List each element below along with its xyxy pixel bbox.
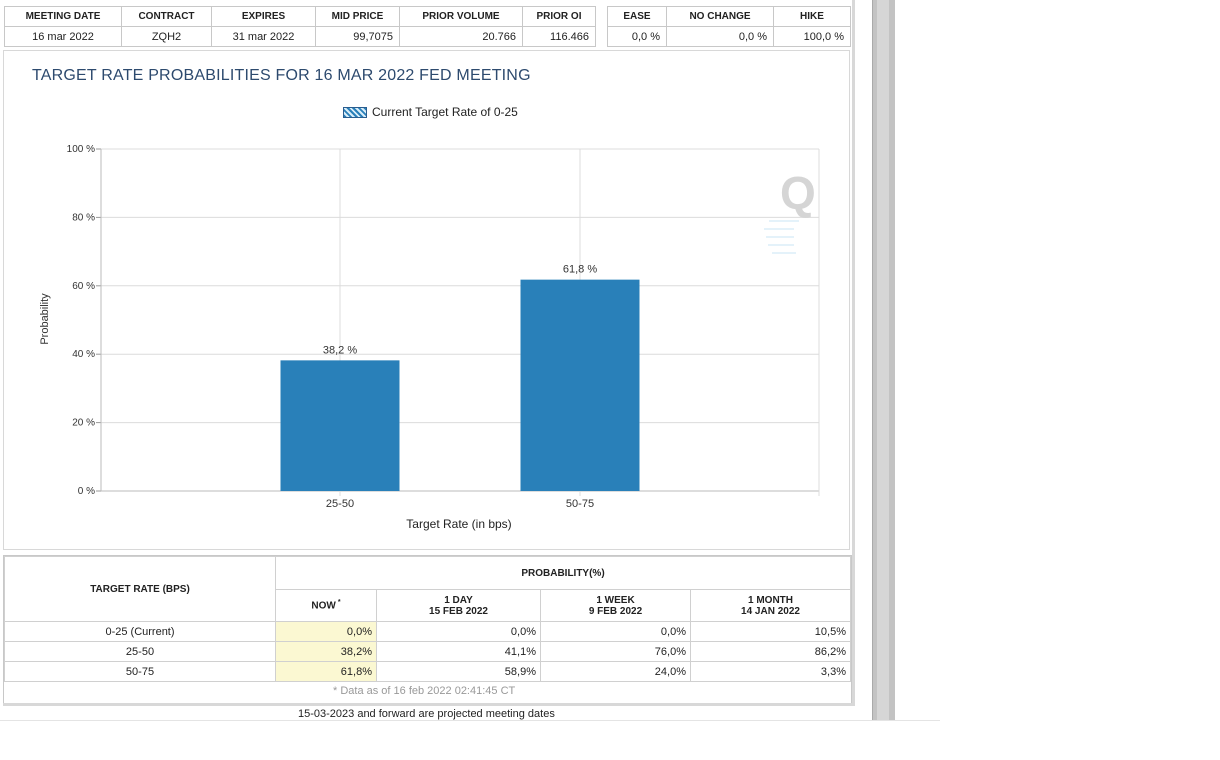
data-label: 61,8 % — [563, 264, 597, 276]
watermark-text: Q — [780, 167, 816, 219]
x-axis-label: Target Rate (in bps) — [406, 517, 511, 531]
y-tick-label: 0 % — [78, 486, 95, 497]
prior-volume-value: 20.766 — [399, 26, 523, 47]
y-tick-label: 20 % — [72, 418, 95, 429]
now-header: NOW * — [275, 589, 377, 622]
rate-cell: 25-50 — [4, 641, 276, 662]
panel-shadow-bottom — [3, 703, 855, 706]
chart-grid — [96, 148, 820, 496]
month-cell: 3,3% — [690, 661, 851, 682]
now-cell: 0,0% — [275, 621, 377, 642]
bar — [520, 279, 640, 491]
one-month-header: 1 MONTH 14 JAN 2022 — [690, 589, 851, 622]
col-prior-volume: PRIOR VOLUME — [399, 6, 523, 27]
col-expires: EXPIRES — [211, 6, 316, 27]
outcome-table: EASE NO CHANGE HIKE 0,0 % 0,0 % 100,0 % — [607, 6, 851, 47]
now-cell: 61,8% — [275, 661, 377, 682]
table-row: 50-75 61,8% 58,9% 24,0% 3,3% — [4, 661, 851, 682]
chart-panel: TARGET RATE PROBABILITIES FOR 16 MAR 202… — [3, 50, 850, 550]
col-ease: EASE — [607, 6, 667, 27]
contract-value: ZQH2 — [121, 26, 212, 47]
data-timestamp-footnote: * Data as of 16 feb 2022 02:41:45 CT — [333, 685, 516, 697]
probability-panel: TARGET RATE (BPS) PROBABILITY(%) NOW * 1 … — [3, 555, 852, 705]
month-cell: 86,2% — [690, 641, 851, 662]
day-cell: 0,0% — [376, 621, 541, 642]
rate-cell: 50-75 — [4, 661, 276, 682]
mid-price-value: 99,7075 — [315, 26, 400, 47]
prior-oi-value: 116.466 — [522, 26, 596, 47]
probability-table: TARGET RATE (BPS) PROBABILITY(%) NOW * 1 … — [4, 556, 851, 682]
now-cell: 38,2% — [275, 641, 377, 662]
y-tick-label: 60 % — [72, 281, 95, 292]
x-tick-label: 25-50 — [326, 498, 354, 510]
day-cell: 41,1% — [376, 641, 541, 662]
panel-shadow-right — [852, 0, 855, 705]
y-axis-label: Probability — [39, 293, 51, 345]
col-no-change: NO CHANGE — [666, 6, 774, 27]
one-week-header: 1 WEEK 9 FEB 2022 — [540, 589, 691, 622]
legend-swatch-icon — [343, 106, 367, 118]
chart-title: TARGET RATE PROBABILITIES FOR 16 MAR 202… — [32, 67, 531, 84]
week-cell: 0,0% — [540, 621, 691, 642]
scrollbar-thumb[interactable] — [877, 0, 889, 720]
col-mid-price: MID PRICE — [315, 6, 400, 27]
table-row: 25-50 38,2% 41,1% 76,0% 86,2% — [4, 641, 851, 662]
col-meeting-date: MEETING DATE — [4, 6, 122, 27]
ease-value: 0,0 % — [607, 26, 667, 47]
x-tick-label: 50-75 — [566, 498, 594, 510]
y-tick-label: 100 % — [67, 144, 95, 155]
meeting-info-table: MEETING DATE CONTRACT EXPIRES MID PRICE … — [4, 6, 596, 47]
col-hike: HIKE — [773, 6, 851, 27]
expires-value: 31 mar 2022 — [211, 26, 316, 47]
no-change-value: 0,0 % — [666, 26, 774, 47]
legend-label: Current Target Rate of 0-25 — [372, 105, 518, 119]
col-prior-oi: PRIOR OI — [522, 6, 596, 27]
table-row: 0-25 (Current) 0,0% 0,0% 0,0% 10,5% — [4, 621, 851, 642]
chart-legend[interactable]: Current Target Rate of 0-25 — [343, 105, 518, 119]
probability-header: PROBABILITY(%) — [275, 556, 851, 590]
month-cell: 10,5% — [690, 621, 851, 642]
col-contract: CONTRACT — [121, 6, 212, 27]
rate-cell: 0-25 (Current) — [4, 621, 276, 642]
q-watermark-icon: Q — [764, 167, 816, 254]
bar — [280, 360, 400, 491]
data-label: 38,2 % — [323, 344, 357, 356]
week-cell: 76,0% — [540, 641, 691, 662]
one-day-header: 1 DAY 15 FEB 2022 — [376, 589, 541, 622]
bar-chart: Q 0 % 20 % 40 % 60 % 80 % 100 % 38,2 % 25-50 61,… — [39, 144, 820, 531]
hike-value: 100,0 % — [773, 26, 851, 47]
target-rate-header: TARGET RATE (BPS) — [4, 556, 276, 622]
y-tick-label: 40 % — [72, 349, 95, 360]
y-tick-label: 80 % — [72, 212, 95, 223]
divider — [0, 720, 940, 721]
meeting-date-value: 16 mar 2022 — [4, 26, 122, 47]
day-cell: 58,9% — [376, 661, 541, 682]
projected-dates-note: 15-03-2023 and forward are projected mee… — [298, 708, 555, 720]
week-cell: 24,0% — [540, 661, 691, 682]
